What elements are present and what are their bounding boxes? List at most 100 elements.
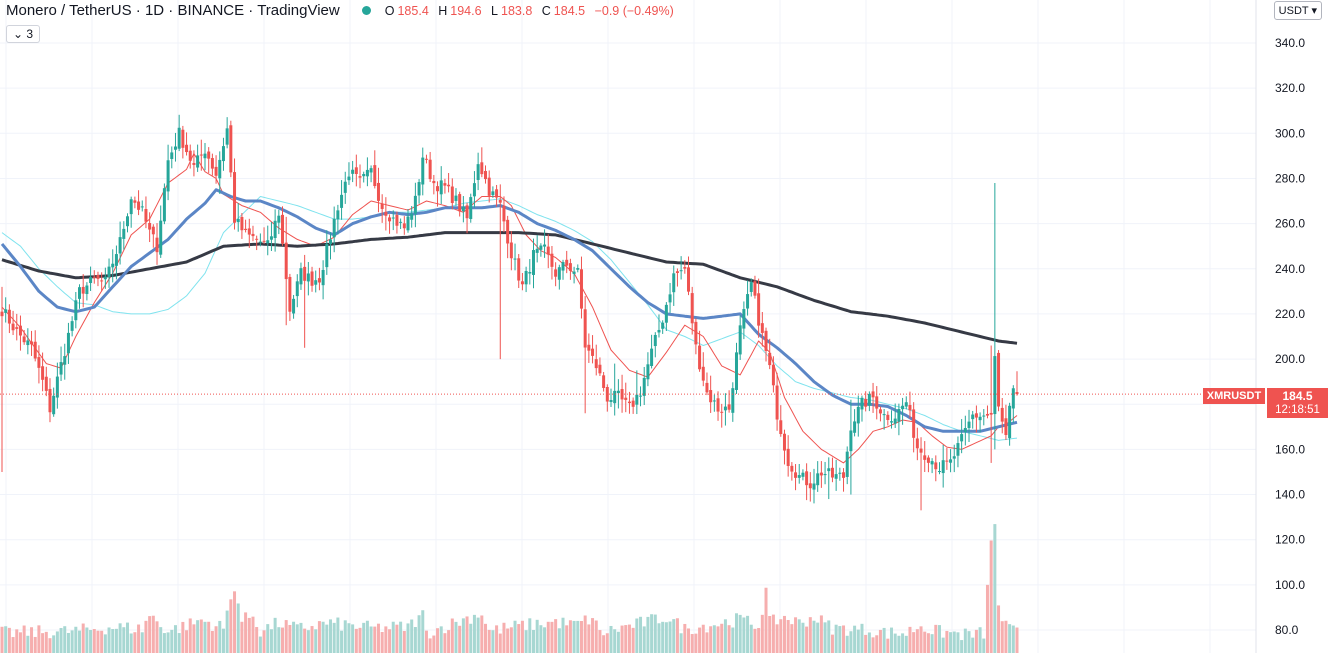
volume-bar — [325, 624, 329, 653]
volume-bar — [44, 631, 48, 653]
candle-body — [240, 216, 244, 231]
candle-body — [716, 398, 720, 412]
candle-body — [520, 281, 524, 285]
candle-body — [956, 443, 960, 456]
candle-body — [391, 217, 395, 219]
volume-bar — [295, 624, 299, 653]
candle-body — [616, 390, 620, 394]
candle-body — [760, 323, 764, 333]
candle-body — [712, 400, 716, 402]
open-label: O — [384, 3, 395, 18]
candle-body — [266, 240, 270, 244]
candle-body — [48, 388, 52, 413]
volume-bar — [118, 623, 122, 653]
candle-body — [997, 352, 1001, 407]
candle-body — [509, 242, 513, 259]
volume-bar — [627, 624, 631, 653]
candle-body — [100, 280, 104, 282]
candle-body — [406, 216, 410, 231]
candle-body — [111, 263, 115, 268]
volume-bar — [620, 625, 624, 653]
candle-body — [247, 228, 251, 235]
candle-body — [565, 259, 569, 266]
candle-body — [373, 165, 377, 187]
volume-bar — [664, 622, 668, 653]
candle-body — [454, 195, 458, 201]
currency-dropdown[interactable]: USDT ▾ — [1273, 1, 1322, 20]
candle-body — [251, 233, 255, 237]
volume-bar — [340, 630, 344, 653]
volume-bar — [506, 628, 510, 653]
candle-body — [207, 151, 211, 159]
volume-bar — [904, 635, 908, 653]
y-tick-label: 160.0 — [1275, 442, 1305, 456]
candle-body — [229, 125, 233, 173]
volume-bar — [480, 615, 484, 653]
candle-body — [720, 411, 724, 413]
volume-bar — [1004, 620, 1008, 653]
volume-bar — [37, 625, 41, 653]
volume-bar — [657, 623, 661, 653]
candle-body — [203, 153, 207, 159]
volume-bar — [262, 630, 266, 653]
candle-body — [1008, 405, 1012, 439]
candle-body — [148, 223, 152, 230]
candle-body — [321, 269, 325, 286]
volume-bar — [417, 615, 421, 653]
candle-body — [210, 158, 214, 169]
volume-bar — [114, 628, 118, 653]
volume-bar — [690, 634, 694, 653]
candle-body — [690, 293, 694, 324]
volume-bar — [233, 591, 237, 653]
candle-body — [539, 245, 543, 250]
volume-bar — [266, 624, 270, 653]
candle-body — [303, 266, 307, 281]
candle-body — [59, 362, 63, 375]
indicators-collapse-button[interactable]: ⌄ 3 — [6, 25, 41, 43]
candle-body — [915, 438, 919, 449]
candle-body — [827, 468, 831, 472]
candle-body — [890, 421, 894, 423]
candle-body — [557, 267, 561, 280]
candle-body — [860, 397, 864, 410]
volume-bar — [469, 623, 473, 653]
candle-body — [484, 170, 488, 180]
volume-bar — [421, 610, 425, 653]
volume-bar — [797, 619, 801, 653]
candle-body — [417, 182, 421, 196]
volume-bar — [897, 635, 901, 653]
candle-body — [310, 271, 314, 286]
candle-body — [343, 181, 347, 193]
volume-bar — [4, 626, 8, 653]
volume-bar — [520, 620, 524, 653]
volume-bar — [247, 617, 251, 653]
candle-body — [1015, 392, 1019, 395]
y-tick-label: 100.0 — [1275, 578, 1305, 592]
candle-body — [506, 219, 510, 244]
volume-bar — [173, 625, 177, 653]
volume-bar — [616, 631, 620, 653]
volume-bar — [723, 619, 727, 653]
volume-bar — [26, 635, 30, 653]
candle-body — [162, 188, 166, 222]
volume-bar — [720, 623, 724, 653]
volume-bar — [591, 618, 595, 653]
candle-body — [672, 273, 676, 293]
candle-body — [192, 163, 196, 165]
symbol-price-tag: XMRUSDT — [1203, 388, 1265, 404]
candle-body — [495, 189, 499, 198]
candle-body — [151, 226, 155, 235]
volume-bar — [92, 629, 96, 653]
volume-bar — [1015, 627, 1019, 653]
symbol-title[interactable]: Monero / TetherUS · 1D · BINANCE · Tradi… — [6, 2, 340, 19]
candle-body — [546, 246, 550, 255]
volume-bar — [439, 626, 443, 653]
volume-bar — [598, 630, 602, 653]
volume-bar — [830, 634, 834, 653]
candle-body — [395, 215, 399, 226]
candle-body — [543, 244, 547, 247]
volume-bar — [7, 627, 11, 653]
volume-bar — [794, 617, 798, 653]
volume-bar — [144, 620, 148, 653]
